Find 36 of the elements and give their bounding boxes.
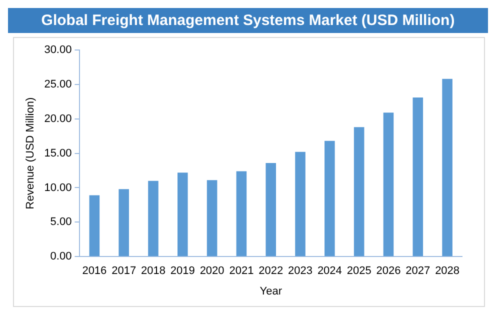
x-tick-label: 2018 bbox=[141, 265, 166, 278]
x-tick-label: 2020 bbox=[200, 265, 224, 278]
bar bbox=[412, 98, 424, 256]
x-tick-label: 2024 bbox=[317, 265, 342, 278]
bar bbox=[118, 189, 129, 256]
x-tick-label: 2016 bbox=[82, 265, 107, 278]
y-tick-label: 20.00 bbox=[44, 112, 72, 125]
bar bbox=[324, 140, 335, 256]
x-tick-label: 2026 bbox=[376, 265, 401, 278]
bar bbox=[295, 152, 306, 256]
y-tick-label: 30.00 bbox=[44, 44, 72, 56]
x-tick-label: 2027 bbox=[406, 265, 430, 278]
x-tick-label: 2021 bbox=[229, 265, 254, 278]
bar bbox=[354, 127, 364, 256]
bar bbox=[178, 172, 188, 256]
x-tick-label: 2017 bbox=[112, 265, 136, 278]
y-axis-title: Revenue (USD Million) bbox=[24, 97, 37, 210]
x-tick-label: 2025 bbox=[346, 265, 372, 278]
y-tick-label: 0.00 bbox=[50, 250, 72, 263]
bar bbox=[148, 180, 158, 256]
bar bbox=[383, 112, 394, 256]
y-tick-label: 10.00 bbox=[44, 182, 72, 194]
x-tick-label: 2022 bbox=[258, 265, 284, 278]
bar bbox=[442, 78, 452, 256]
bar bbox=[266, 162, 276, 256]
x-axis-title: Year bbox=[260, 285, 282, 298]
y-tick-label: 15.00 bbox=[44, 147, 72, 160]
x-tick-label: 2028 bbox=[435, 265, 460, 278]
bar bbox=[206, 180, 218, 256]
bar bbox=[89, 195, 100, 256]
y-tick-label: 5.00 bbox=[50, 216, 72, 228]
y-tick-label: 25.00 bbox=[44, 78, 72, 90]
x-tick-label: 2019 bbox=[170, 265, 195, 278]
x-tick-label: 2023 bbox=[288, 265, 313, 278]
chart-title: Global Freight Management Systems Market (USD Million) bbox=[8, 8, 488, 33]
bar bbox=[236, 171, 247, 256]
